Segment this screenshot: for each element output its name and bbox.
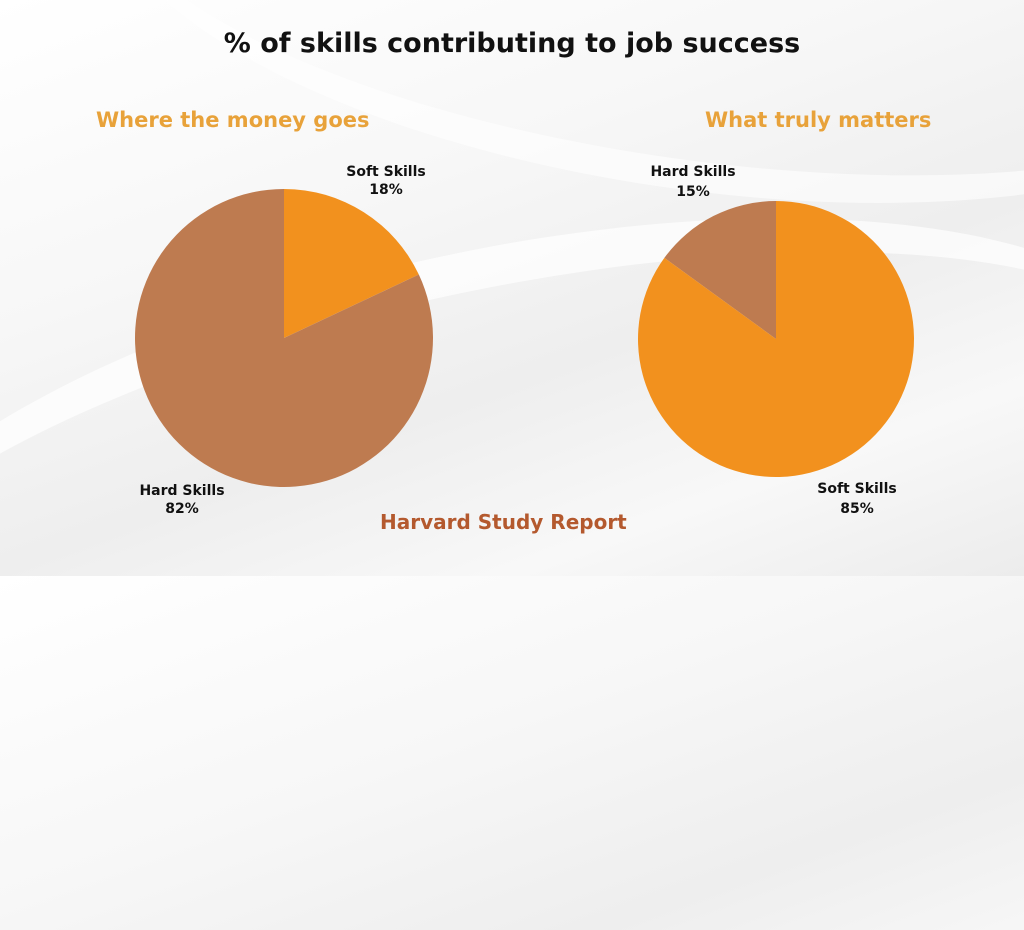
right-pie-soft-label: Soft Skills — [817, 481, 896, 497]
right-pie-soft-value: 85% — [840, 501, 874, 517]
left-pie — [134, 189, 434, 487]
left-pie-hard-value: 82% — [165, 501, 199, 517]
source-label: Harvard Study Report — [380, 510, 627, 534]
left-pie-soft-value: 18% — [369, 182, 403, 198]
left-pie-slice-soft — [284, 189, 419, 338]
right-pie-slice-soft — [637, 201, 914, 477]
left-pie-title: Where the money goes — [96, 108, 370, 132]
left-pie-hard-label: Hard Skills — [139, 483, 224, 499]
right-pie-slice-hard — [664, 201, 776, 339]
pie-charts: Soft Skills 18% Hard Skills 82% Hard Ski… — [134, 164, 914, 517]
left-pie-soft-label: Soft Skills — [346, 164, 425, 180]
left-pie-slice-hard — [134, 189, 434, 487]
right-pie — [637, 201, 914, 477]
right-pie-hard-label: Hard Skills — [650, 164, 735, 180]
right-pie-title: What truly matters — [705, 108, 932, 132]
right-pie-hard-value: 15% — [676, 184, 710, 200]
chart-title: % of skills contributing to job success — [223, 28, 801, 59]
